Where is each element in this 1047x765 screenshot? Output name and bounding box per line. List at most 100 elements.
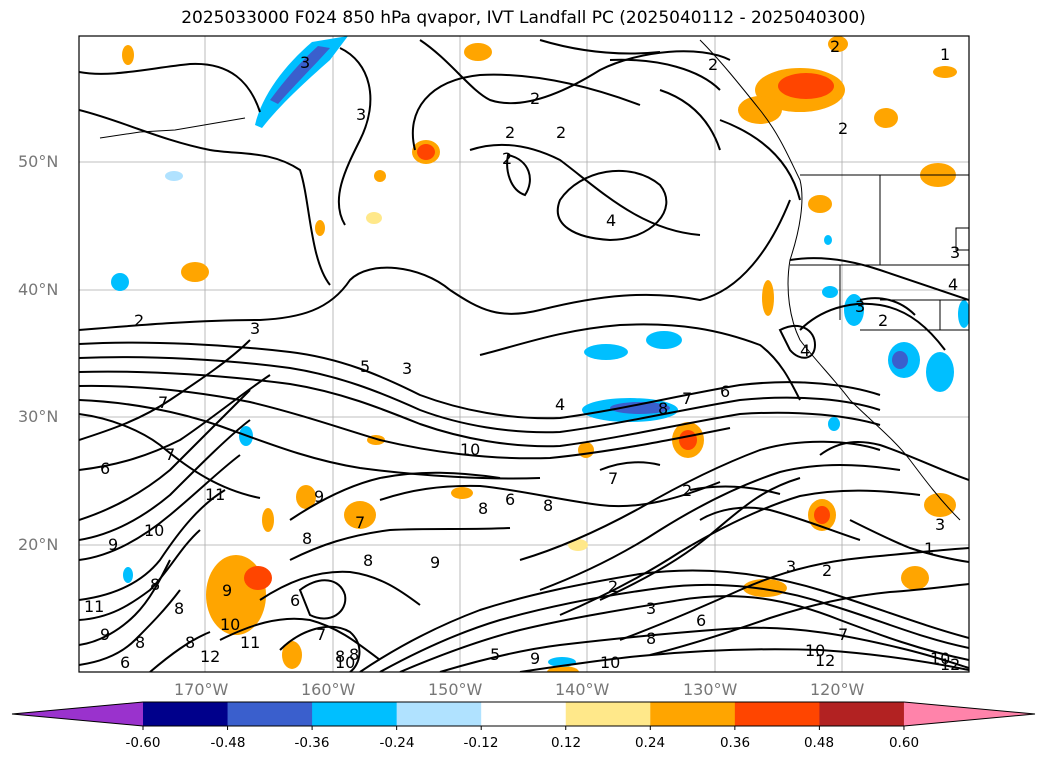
svg-text:6: 6 bbox=[720, 382, 730, 401]
svg-text:7: 7 bbox=[355, 513, 365, 532]
svg-text:2: 2 bbox=[838, 119, 848, 138]
colorbar-label: 0.24 bbox=[634, 735, 666, 751]
svg-text:7: 7 bbox=[165, 445, 175, 464]
colorbar-segment bbox=[227, 702, 313, 726]
svg-text:12: 12 bbox=[940, 655, 960, 674]
colorbar bbox=[11, 701, 1036, 730]
svg-text:2: 2 bbox=[505, 123, 515, 142]
lon-label-140W: 140°W bbox=[555, 680, 610, 699]
svg-text:9: 9 bbox=[430, 553, 440, 572]
svg-text:7: 7 bbox=[682, 389, 692, 408]
svg-text:2: 2 bbox=[878, 311, 888, 330]
positive-anomaly-patches bbox=[122, 36, 957, 672]
ivt-contours bbox=[79, 39, 969, 672]
contour-labels: 2 2 2 2 2 4 3 3 2 3 3 5 4 8 7 6 10 7 6 8… bbox=[84, 37, 960, 674]
svg-text:10: 10 bbox=[600, 653, 620, 672]
svg-text:6: 6 bbox=[100, 459, 110, 478]
svg-text:3: 3 bbox=[935, 515, 945, 534]
svg-text:8: 8 bbox=[478, 499, 488, 518]
lat-label-20N: 20°N bbox=[18, 535, 59, 554]
svg-text:8: 8 bbox=[543, 496, 553, 515]
svg-text:8: 8 bbox=[363, 551, 373, 570]
svg-text:10: 10 bbox=[460, 440, 480, 459]
svg-text:8: 8 bbox=[335, 647, 345, 666]
svg-text:6: 6 bbox=[290, 591, 300, 610]
svg-text:4: 4 bbox=[555, 395, 565, 414]
colorbar-segment bbox=[481, 702, 567, 726]
svg-text:6: 6 bbox=[120, 653, 130, 672]
svg-text:2: 2 bbox=[502, 149, 512, 168]
svg-text:3: 3 bbox=[646, 599, 656, 618]
colorbar-segment bbox=[565, 702, 651, 726]
lon-label-170W: 170°W bbox=[174, 680, 229, 699]
svg-text:4: 4 bbox=[606, 211, 616, 230]
svg-text:10: 10 bbox=[930, 649, 950, 668]
svg-text:10: 10 bbox=[805, 641, 825, 660]
colorbar-label: 0.48 bbox=[803, 735, 835, 751]
svg-text:11: 11 bbox=[84, 597, 104, 616]
svg-text:8: 8 bbox=[174, 599, 184, 618]
colorbar-segment bbox=[734, 702, 820, 726]
svg-text:9: 9 bbox=[108, 535, 118, 554]
colorbar-label: -0.36 bbox=[294, 735, 330, 751]
svg-text:10: 10 bbox=[144, 521, 164, 540]
colorbar-extend-min bbox=[12, 702, 143, 726]
svg-text:1: 1 bbox=[924, 539, 934, 558]
colorbar-label: -0.48 bbox=[210, 735, 246, 751]
colorbar-segment bbox=[819, 702, 905, 726]
svg-text:8: 8 bbox=[646, 629, 656, 648]
lat-label-30N: 30°N bbox=[18, 407, 59, 426]
svg-text:7: 7 bbox=[316, 625, 326, 644]
svg-text:3: 3 bbox=[300, 53, 310, 72]
lon-label-160W: 160°W bbox=[301, 680, 356, 699]
svg-text:12: 12 bbox=[815, 651, 835, 670]
svg-text:3: 3 bbox=[402, 359, 412, 378]
colorbar-segment bbox=[396, 702, 482, 726]
svg-text:2: 2 bbox=[530, 89, 540, 108]
lon-label-120W: 120°W bbox=[810, 680, 865, 699]
svg-text:4: 4 bbox=[948, 275, 958, 294]
svg-text:8: 8 bbox=[658, 399, 668, 418]
colorbar-label: -0.24 bbox=[379, 735, 415, 751]
lat-label-40N: 40°N bbox=[18, 280, 59, 299]
plot-border bbox=[78, 35, 970, 673]
svg-text:7: 7 bbox=[608, 469, 618, 488]
svg-text:11: 11 bbox=[205, 485, 225, 504]
svg-text:9: 9 bbox=[100, 625, 110, 644]
svg-text:3: 3 bbox=[250, 319, 260, 338]
svg-text:4: 4 bbox=[800, 341, 810, 360]
svg-text:7: 7 bbox=[838, 625, 848, 644]
colorbar-label: -0.12 bbox=[463, 735, 499, 751]
colorbar-label: 0.12 bbox=[550, 735, 582, 751]
svg-text:2: 2 bbox=[830, 37, 840, 56]
gridlines bbox=[79, 36, 969, 672]
svg-text:12: 12 bbox=[200, 647, 220, 666]
svg-text:8: 8 bbox=[185, 633, 195, 652]
coastlines bbox=[99, 39, 969, 521]
svg-text:8: 8 bbox=[302, 529, 312, 548]
colorbar-segment bbox=[312, 702, 398, 726]
svg-text:2: 2 bbox=[134, 311, 144, 330]
svg-text:2: 2 bbox=[822, 561, 832, 580]
map-title: 2025033000 F024 850 hPa qvapor, IVT Land… bbox=[181, 8, 866, 28]
svg-text:8: 8 bbox=[150, 575, 160, 594]
svg-text:7: 7 bbox=[158, 393, 168, 412]
svg-text:5: 5 bbox=[490, 645, 500, 664]
colorbar-label: 0.36 bbox=[719, 735, 751, 751]
lon-label-150W: 150°W bbox=[428, 680, 483, 699]
svg-text:8: 8 bbox=[135, 633, 145, 652]
colorbar-label: 0.60 bbox=[888, 735, 920, 751]
svg-text:3: 3 bbox=[356, 105, 366, 124]
svg-text:2: 2 bbox=[608, 577, 618, 596]
svg-text:2: 2 bbox=[708, 55, 718, 74]
svg-text:6: 6 bbox=[696, 611, 706, 630]
plot-content bbox=[79, 36, 969, 672]
negative-anomaly-patches bbox=[111, 36, 969, 667]
svg-text:10: 10 bbox=[335, 653, 355, 672]
colorbar-segment bbox=[650, 702, 736, 726]
svg-text:9: 9 bbox=[222, 581, 232, 600]
colorbar-label: -0.60 bbox=[125, 735, 161, 751]
svg-text:8: 8 bbox=[349, 645, 359, 664]
svg-text:1: 1 bbox=[940, 45, 950, 64]
